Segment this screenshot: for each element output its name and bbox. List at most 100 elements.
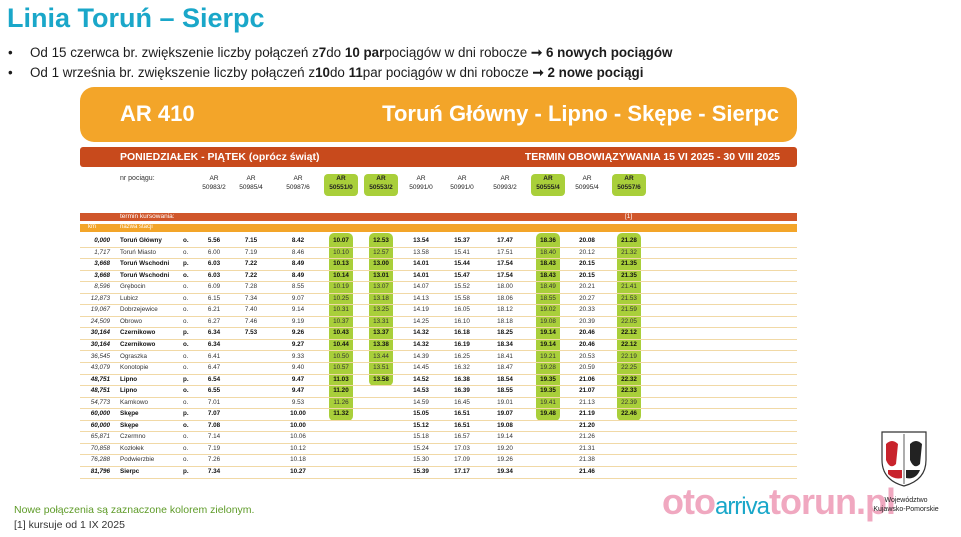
time-cell: 5.56 — [207, 237, 221, 244]
footer-note-green: Nowe połączenia są zaznaczone kolorem zi… — [14, 504, 255, 516]
km-cell: 60,000 — [90, 410, 110, 418]
time-cell: 16.32 — [454, 364, 470, 372]
time-cell: 20.46 — [579, 340, 595, 348]
time-cell: 9.47 — [291, 375, 305, 383]
table-row: 1,717 Toruń Miasto o. 6.00 7.19 8.46 10.10 12.5… — [80, 247, 797, 260]
time-cell: 17.54 — [497, 271, 513, 279]
table-row: 30,164 Czernikowo p. 6.34 7.53 9.26 10.43 13.37… — [80, 327, 797, 340]
time-cell: 14.59 — [413, 398, 429, 406]
time-cell: 16.18 — [454, 329, 470, 337]
line-header-card: AR 410 Toruń Główny - Lipno - Skępe - Si… — [80, 87, 797, 142]
km-cell: 30,164 — [90, 340, 110, 348]
arr-dep-cell: o. — [183, 387, 189, 395]
time-cell: 18.12 — [497, 306, 513, 314]
time-cell: 7.14 — [207, 433, 221, 441]
km-cell: 3,668 — [94, 260, 110, 268]
time-cell: 15.12 — [413, 421, 429, 429]
km-cell: 24,509 — [90, 317, 110, 325]
time-cell: 13.25 — [373, 306, 389, 314]
time-cell: 13.01 — [373, 271, 389, 279]
station-cell: Skępe — [120, 410, 139, 418]
table-row: 60,000 Skępe p. 7.07 10.00 11.32 15.05 16.51 19.… — [80, 408, 797, 421]
train-number-label: nr pociągu: — [120, 175, 155, 182]
time-cell: 21.35 — [621, 260, 637, 268]
time-cell: 6.15 — [207, 294, 221, 302]
time-cell: 16.51 — [454, 421, 470, 429]
table-row: 24,509 Obrowo o. 6.27 7.46 9.19 10.37 13.31 14.2… — [80, 316, 797, 329]
table-row: 70,858 Kozłołek o. 7.19 10.12 15.24 17.03 19.20… — [80, 443, 797, 456]
time-cell: 19.14 — [540, 329, 556, 337]
arr-dep-cell: o. — [183, 433, 189, 441]
time-cell: 19.02 — [540, 306, 556, 314]
time-cell: 19.26 — [497, 456, 513, 464]
train-number-header: AR 50557/6 — [612, 174, 646, 196]
time-cell: 21.32 — [621, 248, 637, 256]
time-cell: 20.33 — [579, 306, 595, 314]
time-cell: 7.53 — [244, 329, 258, 337]
coat-of-arms-icon — [881, 431, 927, 487]
time-cell: 6.21 — [207, 306, 221, 314]
time-cell: 22.19 — [621, 352, 637, 360]
time-cell: 20.08 — [579, 237, 595, 244]
time-cell: 14.52 — [413, 375, 429, 383]
time-cell: 10.10 — [333, 248, 349, 256]
time-cell: 19.08 — [497, 421, 513, 429]
bullet-item-1: • Od 15 czerwca br. zwiększenie liczby p… — [8, 43, 672, 63]
time-cell: 16.38 — [454, 375, 470, 383]
train-number-header: AR 50983/2 — [202, 175, 226, 191]
time-cell: 9.33 — [291, 352, 305, 360]
train-number-header: AR 50985/4 — [239, 175, 263, 191]
time-cell: 9.19 — [291, 317, 305, 325]
time-cell: 16.57 — [454, 433, 470, 441]
station-cell: Kozłołek — [120, 444, 144, 452]
km-cell: 48,751 — [90, 387, 110, 395]
table-row: 65,871 Czermno o. 7.14 10.06 15.18 16.57 19.14 2… — [80, 431, 797, 444]
bullet-list: • Od 15 czerwca br. zwiększenie liczby p… — [8, 43, 672, 83]
train-number-header: AR 50991/0 — [450, 175, 474, 191]
station-cell: Toruń Główny — [120, 237, 162, 244]
page-title: Linia Toruń – Sierpc — [7, 3, 265, 33]
time-cell: 9.27 — [291, 340, 305, 348]
arr-dep-cell: o. — [183, 398, 189, 406]
table-row: 12,873 Lubicz o. 6.15 7.34 9.07 10.25 13.18 14.1… — [80, 293, 797, 306]
kursowanie-band: termin kursowania: [1] — [80, 213, 797, 221]
time-cell: 13.18 — [373, 294, 389, 302]
time-cell: 15.41 — [454, 248, 470, 256]
time-cell: 13.00 — [373, 260, 389, 268]
time-cell: 9.26 — [291, 329, 305, 337]
watermark-logo: otoarrivatorun.pl — [662, 481, 896, 522]
time-cell: 6.00 — [207, 248, 221, 256]
time-cell: 10.07 — [333, 237, 349, 244]
new-train-highlight — [536, 233, 560, 421]
station-cell: Konotopie — [120, 364, 149, 372]
time-cell: 14.01 — [413, 271, 429, 279]
time-cell: 22.12 — [621, 329, 637, 337]
time-cell: 18.06 — [497, 294, 513, 302]
station-cell: Lipno — [120, 387, 138, 395]
time-cell: 21.20 — [579, 421, 595, 429]
time-cell: 14.32 — [413, 340, 429, 348]
time-cell: 19.35 — [540, 375, 556, 383]
time-cell: 7.22 — [244, 260, 258, 268]
table-row: 48,751 Lipno p. 6.54 9.47 11.03 13.58 14.52 16.3… — [80, 374, 797, 387]
time-cell: 22.05 — [621, 317, 637, 325]
time-cell: 21.31 — [579, 444, 595, 452]
time-cell: 6.03 — [207, 260, 221, 268]
time-cell: 6.03 — [207, 271, 221, 279]
time-cell: 14.53 — [413, 387, 429, 395]
km-cell: 36,545 — [90, 352, 110, 360]
time-cell: 22.33 — [621, 387, 637, 395]
arr-dep-cell: o. — [183, 340, 189, 348]
time-cell: 21.59 — [621, 306, 637, 314]
time-cell: 10.00 — [290, 410, 306, 418]
km-cell: 30,164 — [90, 329, 110, 337]
time-cell: 16.25 — [454, 352, 470, 360]
arr-dep-cell: p. — [183, 329, 189, 337]
train-number-header: AR 50991/0 — [409, 175, 433, 191]
time-cell: 10.00 — [290, 421, 306, 429]
time-cell: 10.13 — [333, 260, 349, 268]
time-cell: 18.54 — [497, 375, 513, 383]
time-cell: 10.19 — [333, 283, 349, 291]
time-cell: 8.49 — [291, 260, 305, 268]
train-number-header: AR 50995/4 — [575, 175, 599, 191]
